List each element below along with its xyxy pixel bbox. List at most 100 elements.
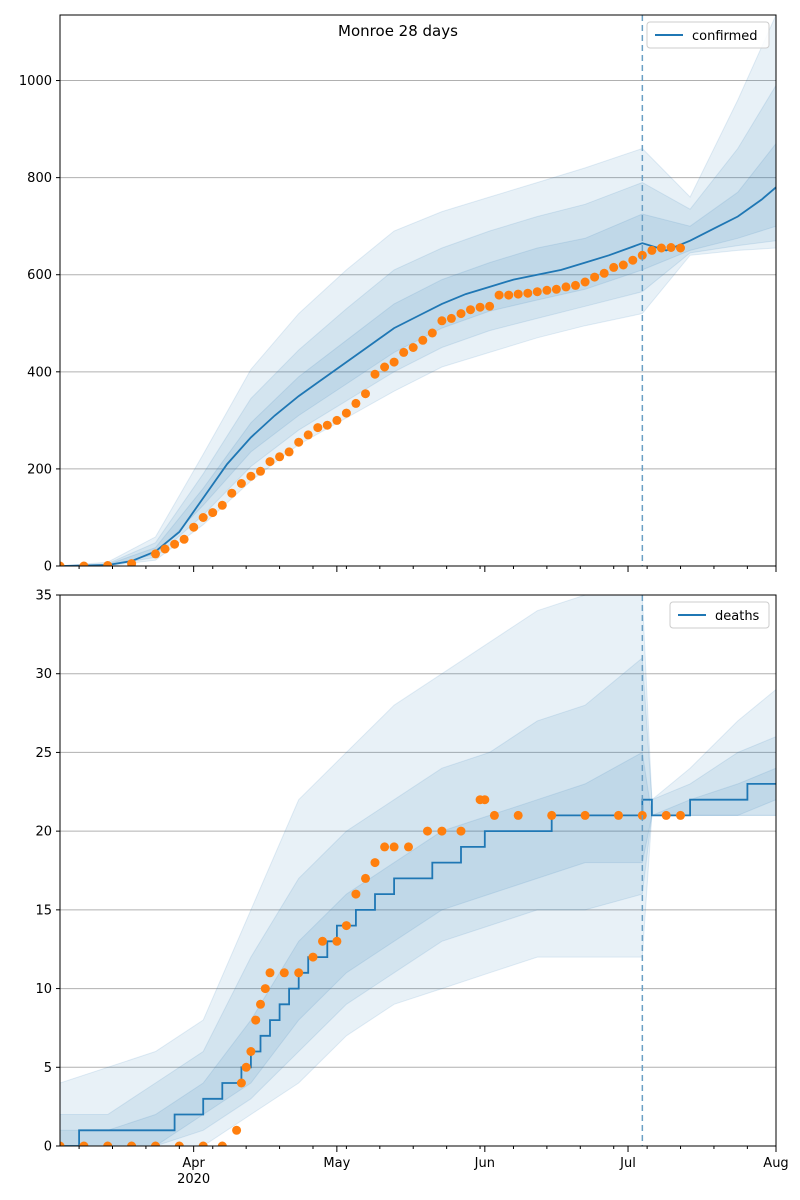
y-tick-label: 35 bbox=[35, 589, 52, 604]
observed-point bbox=[466, 305, 475, 315]
observed-point bbox=[547, 810, 557, 820]
observed-point bbox=[246, 1047, 256, 1056]
deaths-band-50 bbox=[60, 751, 776, 1146]
observed-point bbox=[179, 534, 189, 544]
legend-label: deaths bbox=[715, 609, 760, 624]
observed-point bbox=[217, 1141, 227, 1146]
axes-frame bbox=[59, 594, 777, 1147]
y-tick-label: 0 bbox=[44, 1140, 52, 1155]
observed-point bbox=[456, 826, 466, 836]
confirmed-band-80 bbox=[60, 84, 776, 566]
observed-point bbox=[609, 262, 619, 272]
observed-point bbox=[647, 245, 657, 255]
observed-point bbox=[236, 1078, 246, 1088]
observed-point bbox=[599, 268, 609, 278]
observed-point bbox=[256, 999, 265, 1009]
deaths-line bbox=[60, 783, 776, 1146]
observed-point bbox=[198, 1141, 208, 1146]
observed-point bbox=[318, 936, 327, 946]
observed-point bbox=[351, 889, 361, 899]
observed-point bbox=[308, 952, 318, 962]
observed-point bbox=[676, 810, 685, 820]
observed-point bbox=[614, 810, 623, 820]
observed-point bbox=[523, 288, 533, 298]
observed-point bbox=[485, 301, 495, 311]
observed-point bbox=[551, 284, 561, 294]
observed-point bbox=[513, 289, 523, 299]
observed-point bbox=[399, 347, 409, 357]
legend-label: confirmed bbox=[692, 29, 758, 44]
y-tick-label: 5 bbox=[44, 1061, 52, 1076]
observed-point bbox=[260, 984, 270, 994]
observed-point bbox=[60, 561, 65, 566]
observed-point bbox=[427, 328, 437, 338]
observed-point bbox=[361, 873, 370, 883]
observed-point bbox=[246, 471, 256, 481]
observed-point bbox=[256, 466, 265, 476]
observed-point bbox=[341, 408, 351, 418]
y-tick-label: 30 bbox=[35, 667, 52, 682]
x-tick-label: Aug bbox=[763, 1156, 788, 1171]
deaths-band-80 bbox=[60, 656, 776, 1146]
legend-box bbox=[669, 601, 770, 629]
observed-point bbox=[294, 968, 304, 978]
observed-point bbox=[676, 243, 685, 253]
observed-point bbox=[437, 826, 447, 836]
observed-point bbox=[380, 842, 390, 852]
y-tick-label: 10 bbox=[35, 982, 52, 997]
observed-point bbox=[494, 290, 504, 300]
observed-point bbox=[79, 561, 89, 566]
observed-point bbox=[446, 313, 456, 323]
observed-point bbox=[351, 398, 361, 408]
y-tick-label: 15 bbox=[35, 903, 52, 918]
y-tick-label: 0 bbox=[44, 560, 52, 575]
observed-point bbox=[571, 280, 580, 290]
observed-point bbox=[389, 357, 399, 367]
confirmed-band-95 bbox=[60, 15, 776, 566]
confirmed-band-50 bbox=[60, 142, 776, 566]
observed-point bbox=[251, 1015, 261, 1025]
observed-point bbox=[265, 457, 275, 467]
observed-point bbox=[418, 335, 428, 345]
observed-point bbox=[513, 810, 523, 820]
observed-point bbox=[151, 549, 160, 559]
observed-point bbox=[322, 420, 332, 430]
observed-point bbox=[227, 488, 237, 498]
x-tick-sublabel: 2020 bbox=[177, 1172, 210, 1187]
observed-point bbox=[313, 423, 323, 433]
deaths-band-95 bbox=[60, 595, 776, 1146]
y-tick-label: 25 bbox=[35, 746, 52, 761]
plot-area bbox=[60, 15, 776, 566]
observed-point bbox=[489, 810, 499, 820]
observed-point bbox=[423, 826, 432, 836]
observed-point bbox=[332, 936, 342, 946]
observed-point bbox=[208, 508, 218, 518]
figure-title: Monroe 28 days bbox=[338, 22, 458, 40]
axes-frame bbox=[59, 14, 777, 567]
observed-point bbox=[151, 1141, 160, 1146]
observed-point bbox=[618, 260, 628, 270]
observed-point bbox=[160, 544, 170, 554]
observed-point bbox=[437, 316, 447, 326]
observed-point bbox=[332, 415, 342, 425]
plot-area bbox=[60, 595, 776, 1146]
observed-point bbox=[480, 795, 490, 805]
observed-point bbox=[561, 282, 571, 292]
legend-box bbox=[646, 21, 770, 49]
observed-point bbox=[60, 1141, 65, 1146]
observed-point bbox=[389, 842, 399, 852]
observed-point bbox=[361, 389, 370, 399]
observed-point bbox=[656, 243, 666, 253]
observed-point bbox=[404, 842, 413, 852]
observed-point bbox=[303, 430, 313, 440]
observed-point bbox=[236, 479, 246, 488]
observed-point bbox=[170, 539, 180, 549]
observed-point bbox=[103, 561, 113, 566]
confirmed-panel: 0 200 400 600 800 1000 confirmed bbox=[19, 14, 777, 575]
x-tick-label: May bbox=[323, 1156, 350, 1171]
y-tick-label: 400 bbox=[27, 365, 52, 380]
observed-point bbox=[232, 1125, 242, 1135]
